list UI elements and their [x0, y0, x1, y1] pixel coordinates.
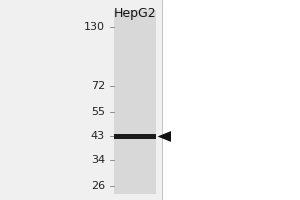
Bar: [114, 134, 156, 139]
Text: 55: 55: [91, 107, 105, 117]
Text: 34: 34: [91, 155, 105, 165]
Text: 26: 26: [91, 181, 105, 191]
Text: 130: 130: [84, 22, 105, 32]
Text: HepG2: HepG2: [114, 7, 156, 21]
Polygon shape: [158, 131, 171, 142]
Bar: [114, 10, 156, 194]
Text: 72: 72: [91, 81, 105, 91]
Text: 43: 43: [91, 131, 105, 141]
Bar: [162, 0, 300, 200]
